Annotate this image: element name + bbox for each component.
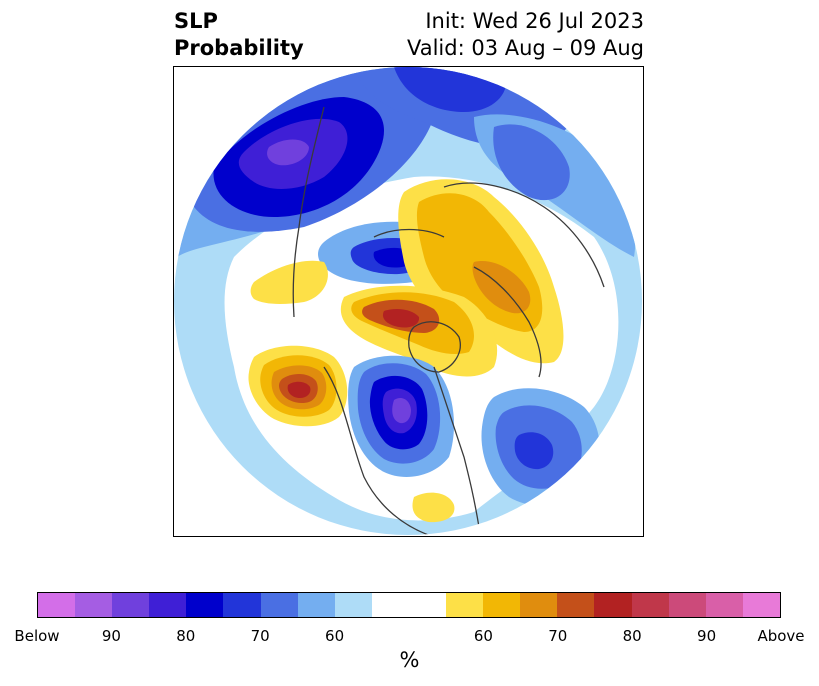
colorbar-segment xyxy=(297,593,335,617)
coastline-europe xyxy=(473,266,542,378)
colorbar-segment xyxy=(594,593,632,617)
colorbar-segment xyxy=(483,593,521,617)
colorbar-segment xyxy=(38,593,76,617)
coastline-greenland xyxy=(408,321,461,373)
field-below-80-top xyxy=(394,67,507,112)
colorbar-segment xyxy=(520,593,558,617)
colorbar-tick-label: 70 xyxy=(548,627,568,645)
coastline-eurasia xyxy=(443,182,605,288)
field-above-55-gulf xyxy=(412,492,455,523)
field-below-80-atl xyxy=(514,432,554,470)
colorbar-unit: % xyxy=(399,648,420,672)
colorbar-segment xyxy=(112,593,150,617)
chart-title-left: SLP Probability xyxy=(174,8,304,62)
colorbar-segment xyxy=(186,593,224,617)
coastline-arctic xyxy=(373,228,445,238)
colorbar-segment xyxy=(446,593,484,617)
colorbar-segment xyxy=(75,593,113,617)
colorbar-tick-label: 60 xyxy=(325,627,345,645)
coastline-north-america-east xyxy=(433,366,480,528)
colorbar-segment xyxy=(408,593,447,617)
colorbar-segment xyxy=(557,593,595,617)
field-below-90-na xyxy=(392,398,411,424)
colorbar-tick-label: 90 xyxy=(101,627,121,645)
colorbar-tick-label: 80 xyxy=(176,627,196,645)
colorbar-tick-label: 80 xyxy=(622,627,642,645)
probability-field xyxy=(174,67,642,535)
coastline-eurasia-east xyxy=(292,106,325,318)
colorbar-segment xyxy=(223,593,261,617)
colorbar-tick-label: 90 xyxy=(697,627,717,645)
field-above-75-central xyxy=(382,309,420,328)
colorbar-segment xyxy=(371,593,409,617)
colorbar-segment xyxy=(705,593,743,617)
field-above-55-w xyxy=(250,260,328,304)
colorbar-tick-label: 70 xyxy=(250,627,270,645)
field-below-70-right xyxy=(493,124,570,201)
colorbar-segment xyxy=(668,593,706,617)
colorbar xyxy=(37,592,781,618)
coastline-north-america xyxy=(323,366,435,535)
colorbar-segment xyxy=(631,593,669,617)
title-variable: SLP xyxy=(174,9,218,33)
chart-title-right: Init: Wed 26 Jul 2023 Valid: 03 Aug – 09… xyxy=(407,8,644,62)
field-below-90-ul xyxy=(267,139,309,166)
colorbar-segment xyxy=(334,593,372,617)
colorbar-segment xyxy=(260,593,298,617)
valid-range: Valid: 03 Aug – 09 Aug xyxy=(406,36,644,60)
colorbar-ticks: Below 90 80 70 60 60 70 80 90 Above xyxy=(0,627,819,647)
colorbar-tick-label: Above xyxy=(757,627,805,645)
colorbar-segment xyxy=(149,593,187,617)
init-date: Init: Wed 26 Jul 2023 xyxy=(425,9,644,33)
colorbar-tick-label: 60 xyxy=(473,627,493,645)
colorbar-tick-label: Below xyxy=(14,627,60,645)
coastlines xyxy=(292,106,605,535)
polar-map xyxy=(173,66,644,537)
colorbar-segment xyxy=(742,593,780,617)
title-product: Probability xyxy=(174,36,304,60)
field-above-75-pacific xyxy=(287,381,311,398)
